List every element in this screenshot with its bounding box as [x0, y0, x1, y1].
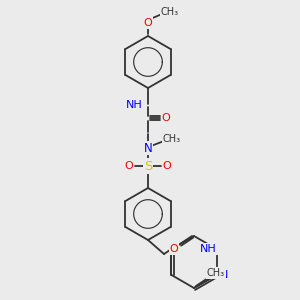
Text: NH: NH — [126, 100, 142, 110]
Text: N: N — [144, 142, 152, 154]
Text: O: O — [124, 161, 134, 171]
Text: CH₃: CH₃ — [161, 7, 179, 17]
Text: N: N — [220, 270, 229, 280]
Text: O: O — [169, 244, 178, 254]
Text: CH₃: CH₃ — [163, 134, 181, 144]
Text: O: O — [162, 113, 170, 123]
Text: O: O — [144, 18, 152, 28]
Text: NH: NH — [200, 244, 217, 254]
Text: CH₃: CH₃ — [207, 268, 225, 278]
Text: O: O — [163, 161, 171, 171]
Text: S: S — [144, 160, 152, 172]
